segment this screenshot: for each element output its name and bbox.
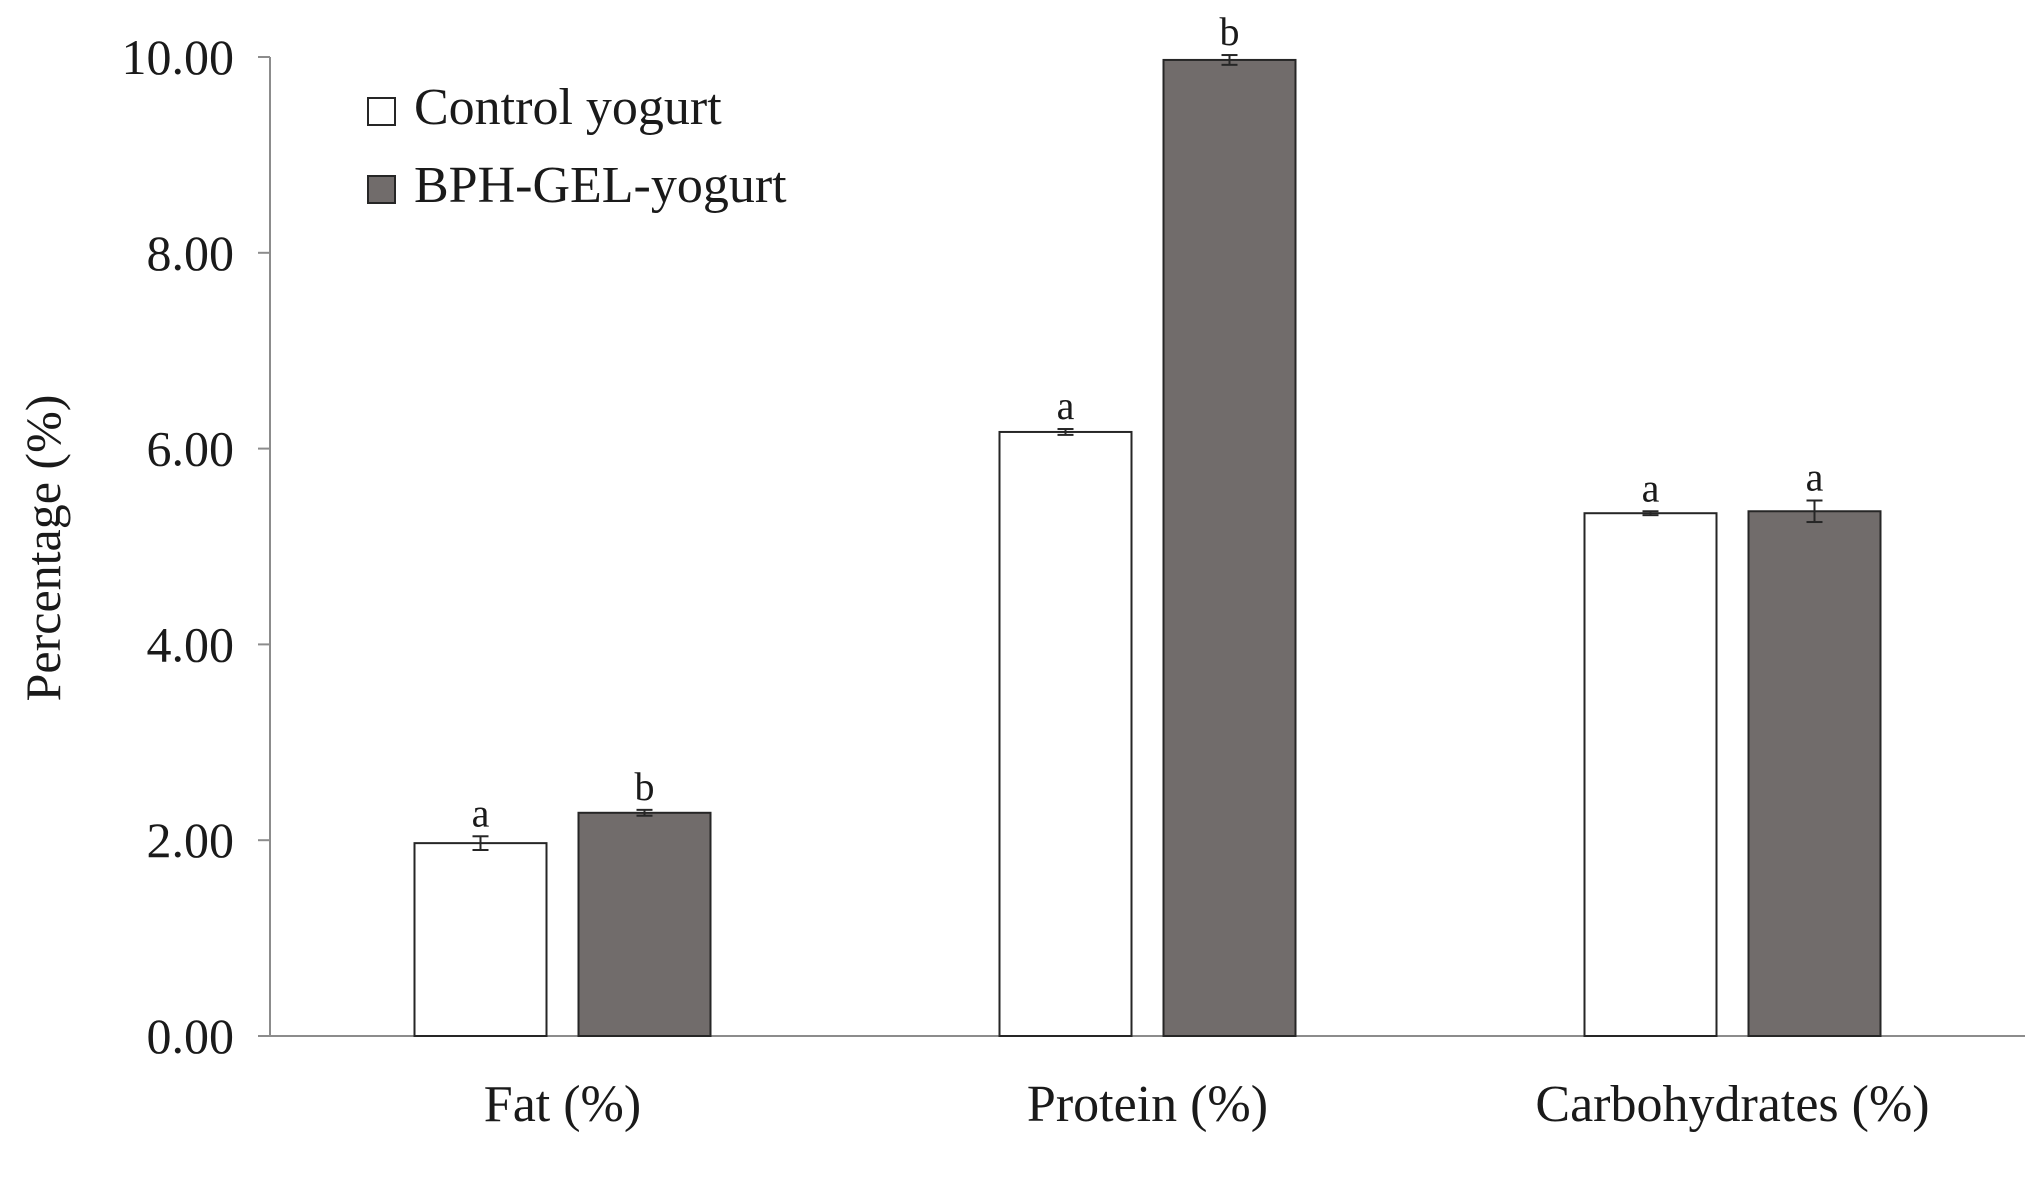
x-tick-label: Fat (%) [484,1076,641,1133]
bar [1162,58,1297,1037]
x-tick-label: Protein (%) [1027,1076,1268,1133]
significance-label: b [635,764,655,809]
significance-label: a [472,790,490,835]
y-tick-label: 6.00 [147,421,235,477]
legend: Control yogurt BPH-GEL-yogurt [367,79,787,214]
significance-label: a [1642,465,1660,510]
bar [1747,510,1882,1038]
significance-label: a [1057,383,1075,428]
legend-label: BPH-GEL-yogurt [414,157,787,214]
error-bars [472,54,1823,851]
y-axis-title: Percentage (%) [15,395,71,702]
y-tick-label: 8.00 [147,225,235,281]
y-tick-label: 10.00 [122,29,235,85]
legend-swatch [367,175,396,204]
significance-label: b [1220,9,1240,54]
x-tick-label: Carbohydrates (%) [1535,1076,1929,1133]
y-axis: 0.00 2.00 4.00 6.00 8.00 10.00 [122,29,271,1064]
y-tick-label: 2.00 [147,812,235,868]
bars [413,58,1882,1038]
legend-label: Control yogurt [414,79,722,136]
significance-label: a [1806,454,1824,499]
bar [577,811,712,1038]
bar [413,842,548,1038]
y-tick-label: 0.00 [147,1008,235,1064]
bar [998,430,1133,1038]
y-tick-label: 4.00 [147,616,235,672]
significance-labels: a b a b a a [472,9,1824,835]
x-axis: Fat (%) Protein (%) Carbohydrates (%) [270,1035,2025,1133]
legend-swatch [367,97,396,126]
bar [1583,512,1718,1037]
